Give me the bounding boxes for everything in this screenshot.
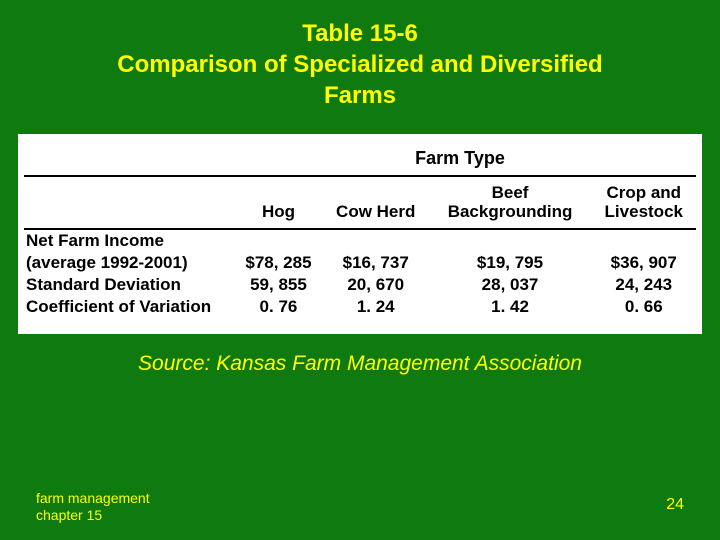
cell: $19, 795 <box>429 252 592 274</box>
row-label: Standard Deviation <box>24 274 234 296</box>
cell: 28, 037 <box>429 274 592 296</box>
cell <box>429 229 592 252</box>
col-header-0 <box>24 179 234 229</box>
cell: 0. 76 <box>234 296 323 318</box>
table-header-row: Hog Cow Herd BeefBackgrounding Crop andL… <box>24 179 696 229</box>
title-line-2: Comparison of Specialized and Diversifie… <box>40 49 680 80</box>
title-line-1: Table 15-6 <box>40 18 680 49</box>
col-header-2: Cow Herd <box>323 179 429 229</box>
cell: 59, 855 <box>234 274 323 296</box>
footer-left-line2: chapter 15 <box>36 507 150 524</box>
cell: 1. 24 <box>323 296 429 318</box>
row-label: Net Farm Income <box>24 229 234 252</box>
cell: 0. 66 <box>592 296 696 318</box>
cell: 24, 243 <box>592 274 696 296</box>
col-header-1: Hog <box>234 179 323 229</box>
cell: 20, 670 <box>323 274 429 296</box>
footer-left: farm management chapter 15 <box>36 490 150 524</box>
col-header-4: Crop andLivestock <box>592 179 696 229</box>
table-row: Coefficient of Variation 0. 76 1. 24 1. … <box>24 296 696 318</box>
source-caption: Source: Kansas Farm Management Associati… <box>0 352 720 376</box>
table-row: Net Farm Income <box>24 229 696 252</box>
table-container: Farm Type Hog Cow Herd BeefBackgrounding… <box>18 134 702 334</box>
cell: $36, 907 <box>592 252 696 274</box>
page-number: 24 <box>666 496 684 514</box>
cell: $78, 285 <box>234 252 323 274</box>
comparison-table: Hog Cow Herd BeefBackgrounding Crop andL… <box>24 179 696 318</box>
table-row: (average 1992-2001) $78, 285 $16, 737 $1… <box>24 252 696 274</box>
row-label: (average 1992-2001) <box>24 252 234 274</box>
cell <box>234 229 323 252</box>
title-line-3: Farms <box>40 80 680 111</box>
footer-left-line1: farm management <box>36 490 150 507</box>
row-label: Coefficient of Variation <box>24 296 234 318</box>
table-super-header: Farm Type <box>24 142 696 177</box>
col-header-3: BeefBackgrounding <box>429 179 592 229</box>
table-body: Net Farm Income (average 1992-2001) $78,… <box>24 229 696 318</box>
table-row: Standard Deviation 59, 855 20, 670 28, 0… <box>24 274 696 296</box>
slide-title-block: Table 15-6 Comparison of Specialized and… <box>0 0 720 124</box>
cell: 1. 42 <box>429 296 592 318</box>
cell: $16, 737 <box>323 252 429 274</box>
cell <box>592 229 696 252</box>
cell <box>323 229 429 252</box>
